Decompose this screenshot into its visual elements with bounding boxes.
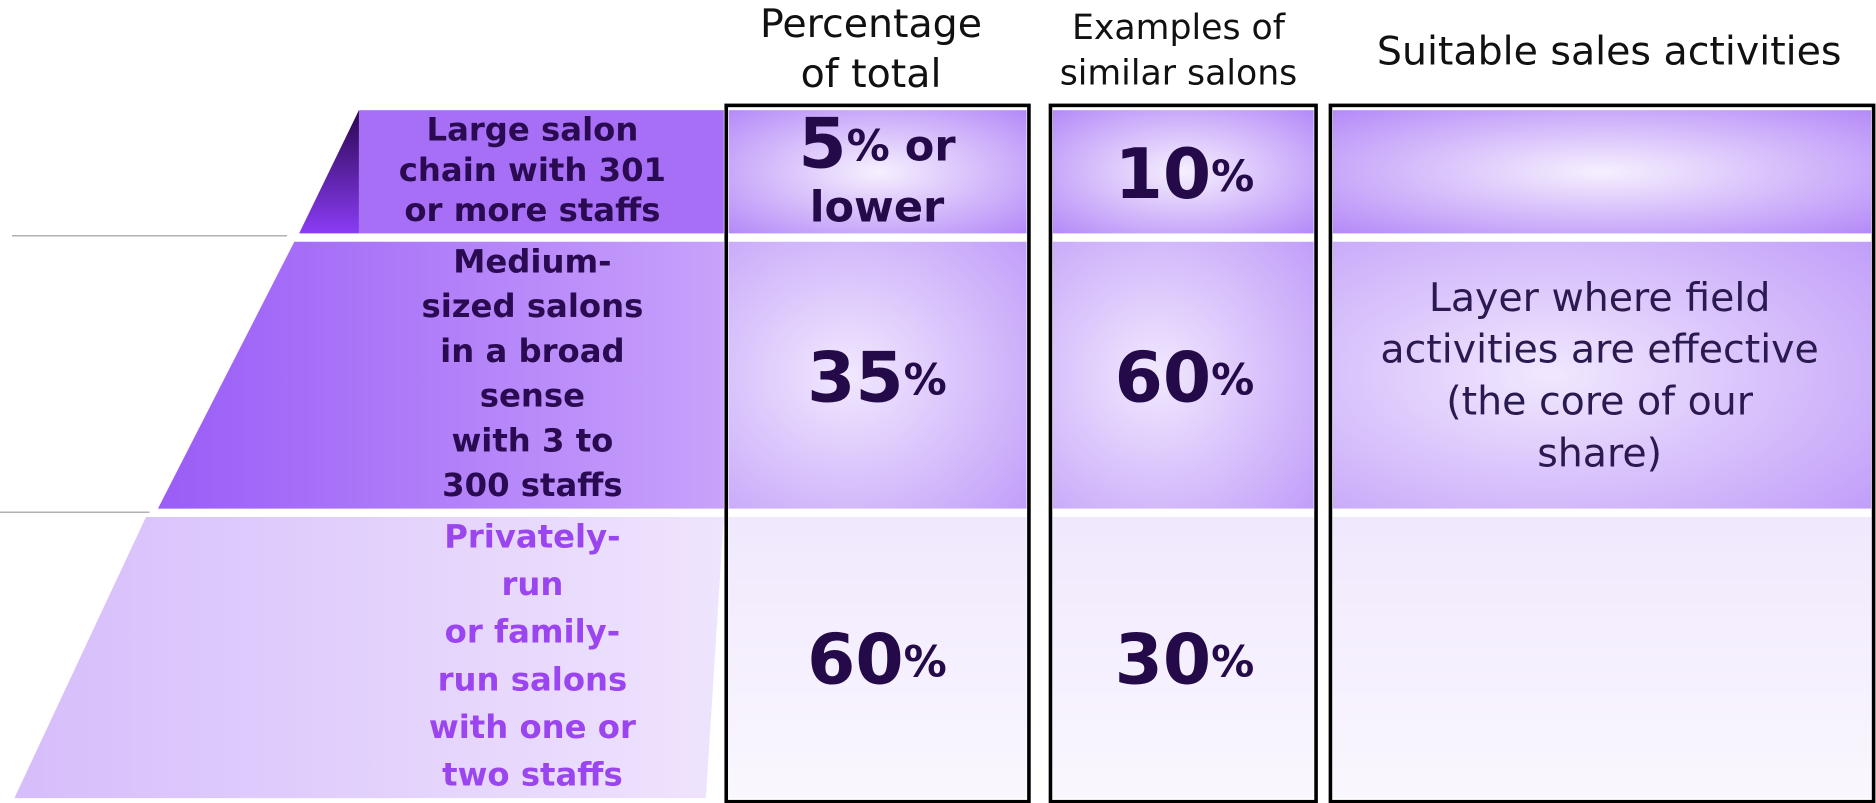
activity-text: share) [1537, 430, 1662, 476]
pyramid-apex [299, 110, 359, 234]
activity-text: activities are effective [1380, 327, 1818, 373]
tier-label: Medium- [453, 242, 611, 280]
tier-band [14, 516, 724, 799]
column-header: Percentage [760, 1, 982, 47]
examples-value: 60% [1115, 338, 1255, 418]
column-header: Suitable sales activities [1377, 28, 1842, 74]
tier-label: Large salon [426, 111, 638, 149]
percentage-value: lower [810, 182, 945, 232]
tier-label: run salons [438, 660, 628, 698]
column-frames [724, 103, 1876, 803]
activity-text: Layer where field [1429, 275, 1771, 321]
tier-label: run [501, 565, 563, 603]
tier-label: or more staffs [404, 191, 660, 229]
column-header: similar salons [1060, 53, 1298, 93]
tier-label: two staffs [442, 756, 623, 794]
pyramid [0, 110, 724, 799]
tier-label: chain with 301 [399, 151, 666, 189]
tier-label: with one or [429, 708, 636, 746]
tier-band [157, 241, 724, 509]
activity-text: (the core of our [1446, 379, 1754, 425]
percentage-value: 35% [807, 338, 947, 418]
cells [728, 110, 1872, 799]
column-header: of total [801, 51, 942, 97]
tier-label: sense [480, 377, 585, 415]
tier-label: or family- [445, 613, 620, 651]
tier-label: with 3 to [451, 421, 613, 459]
column-header: Examples of [1072, 8, 1286, 48]
tier-label: 300 staffs [442, 466, 623, 504]
tier-band [358, 110, 724, 234]
percentage-value: 60% [807, 621, 947, 701]
examples-value: 10% [1115, 135, 1255, 215]
examples-value: 30% [1115, 621, 1255, 701]
percentage-value: 5% or [798, 104, 956, 184]
tier-label: in a broad [440, 332, 625, 370]
tier-label: Privately- [444, 517, 620, 555]
tier-label: sized salons [421, 287, 643, 325]
